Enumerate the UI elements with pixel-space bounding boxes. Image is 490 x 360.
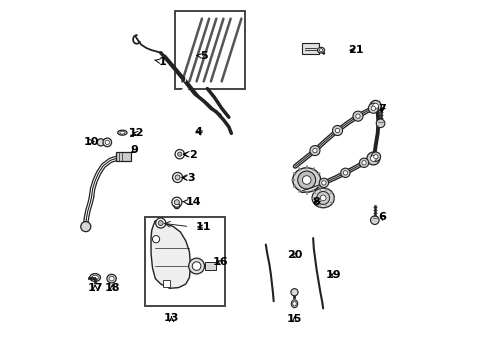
Circle shape xyxy=(172,197,182,207)
Circle shape xyxy=(370,156,376,161)
Bar xyxy=(302,43,318,54)
Circle shape xyxy=(374,154,378,159)
Ellipse shape xyxy=(293,168,320,192)
Text: 6: 6 xyxy=(378,212,386,221)
Ellipse shape xyxy=(312,188,334,208)
Circle shape xyxy=(371,152,381,161)
Circle shape xyxy=(156,218,166,228)
Circle shape xyxy=(353,111,363,121)
Text: 14: 14 xyxy=(182,197,201,207)
Circle shape xyxy=(368,103,378,113)
Circle shape xyxy=(158,221,163,226)
Circle shape xyxy=(302,176,311,184)
Text: 21: 21 xyxy=(348,45,363,55)
Circle shape xyxy=(335,129,340,133)
Circle shape xyxy=(317,192,330,204)
Text: 1: 1 xyxy=(154,57,167,67)
Text: 5: 5 xyxy=(197,51,208,61)
Circle shape xyxy=(362,161,366,165)
Bar xyxy=(145,217,225,306)
Ellipse shape xyxy=(107,274,116,283)
Circle shape xyxy=(359,158,368,167)
Circle shape xyxy=(189,258,204,274)
Ellipse shape xyxy=(293,302,296,306)
Ellipse shape xyxy=(118,130,127,135)
Circle shape xyxy=(310,145,320,156)
Text: 17: 17 xyxy=(87,283,103,293)
Bar xyxy=(175,12,245,89)
Text: 3: 3 xyxy=(183,173,195,183)
Circle shape xyxy=(177,152,182,156)
Ellipse shape xyxy=(90,274,100,282)
Circle shape xyxy=(370,216,379,225)
Text: 7: 7 xyxy=(378,104,386,114)
Ellipse shape xyxy=(319,49,323,51)
Circle shape xyxy=(103,138,112,147)
Circle shape xyxy=(343,171,347,175)
Circle shape xyxy=(192,262,201,270)
Circle shape xyxy=(298,171,316,189)
Text: 19: 19 xyxy=(326,270,342,280)
Circle shape xyxy=(174,200,179,205)
Circle shape xyxy=(81,222,91,231)
Circle shape xyxy=(319,178,329,188)
Circle shape xyxy=(175,175,180,180)
Bar xyxy=(205,262,216,270)
Text: 9: 9 xyxy=(131,145,139,155)
Ellipse shape xyxy=(318,47,324,53)
Bar xyxy=(116,152,131,161)
Text: 11: 11 xyxy=(196,222,212,232)
Ellipse shape xyxy=(120,131,125,134)
Circle shape xyxy=(320,195,326,201)
Text: 16: 16 xyxy=(213,257,228,267)
Circle shape xyxy=(367,152,380,165)
Circle shape xyxy=(152,235,160,243)
Ellipse shape xyxy=(92,275,98,280)
Text: 12: 12 xyxy=(128,129,144,138)
Circle shape xyxy=(175,149,184,159)
Circle shape xyxy=(370,100,381,112)
Text: 2: 2 xyxy=(183,150,197,160)
Circle shape xyxy=(105,140,109,144)
Circle shape xyxy=(333,126,343,135)
Text: 10: 10 xyxy=(84,137,99,147)
Polygon shape xyxy=(151,221,191,288)
Text: 8: 8 xyxy=(313,197,320,207)
Bar xyxy=(163,280,170,287)
Text: 18: 18 xyxy=(104,283,120,293)
Circle shape xyxy=(322,181,326,185)
Ellipse shape xyxy=(291,300,298,308)
Circle shape xyxy=(97,139,104,146)
Circle shape xyxy=(291,289,298,296)
Circle shape xyxy=(371,106,375,111)
Circle shape xyxy=(356,114,360,118)
Ellipse shape xyxy=(109,276,114,281)
Text: 13: 13 xyxy=(164,313,179,323)
Text: 20: 20 xyxy=(287,250,302,260)
Circle shape xyxy=(341,168,350,177)
Text: 15: 15 xyxy=(287,314,302,324)
Circle shape xyxy=(373,103,378,109)
Circle shape xyxy=(376,119,385,128)
Circle shape xyxy=(313,148,317,153)
Text: 4: 4 xyxy=(195,127,202,136)
Circle shape xyxy=(172,172,183,183)
